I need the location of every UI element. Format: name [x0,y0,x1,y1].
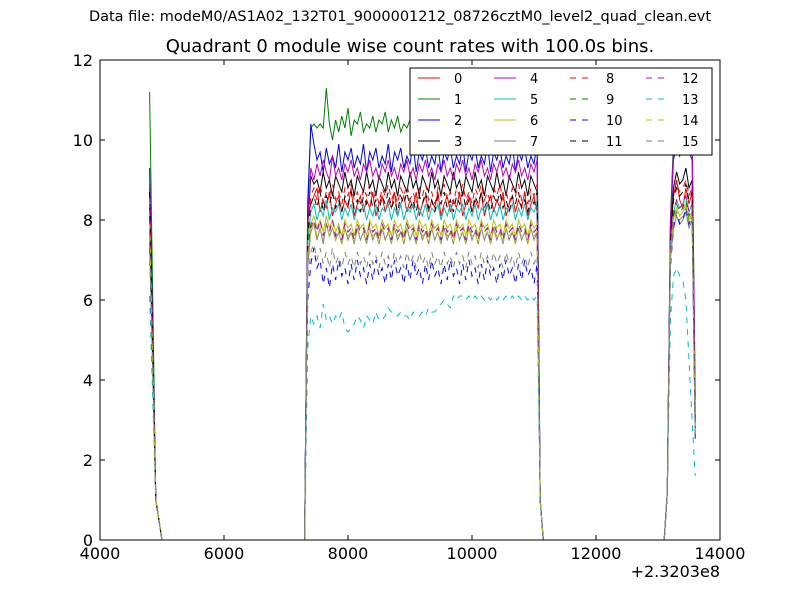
y-tick-label: 10 [73,131,93,150]
legend-label-11: 11 [606,135,623,150]
legend-label-1: 1 [454,93,462,108]
legend-label-14: 14 [682,114,699,129]
series-line-3 [304,171,544,540]
series-line-15 [304,242,544,540]
legend-label-3: 3 [454,135,462,150]
y-tick-label: 2 [83,451,93,470]
x-tick-label: 4000 [80,544,121,563]
series-line-12 [304,218,544,540]
series-line-7 [663,210,696,540]
x-tick-label: 14000 [695,544,746,563]
series-line-11 [663,182,696,540]
chart-title: Quadrant 0 module wise count rates with … [165,36,655,57]
y-tick-label: 0 [83,531,93,550]
legend-label-4: 4 [530,72,538,87]
x-tick-label: 12000 [571,544,622,563]
figure-suptitle: Data file: modeM0/AS1A02_132T01_90000012… [88,9,712,25]
series-line-10 [304,247,544,540]
series-line-4 [663,107,696,540]
series-line-5 [304,199,544,540]
series-line-11 [304,191,544,540]
x-tick-label: 10000 [447,544,498,563]
legend-label-15: 15 [682,135,699,150]
y-tick-label: 4 [83,371,93,390]
legend-label-5: 5 [530,93,538,108]
legend-label-2: 2 [454,114,462,129]
series-line-6 [304,214,544,540]
series-line-8 [304,183,544,540]
x-tick-label: 6000 [204,544,245,563]
legend-label-7: 7 [530,135,538,150]
series-line-13 [304,294,544,540]
y-tick-label: 6 [83,291,93,310]
series-line-0 [304,187,544,540]
series-line-4 [304,155,544,540]
series-line-15 [149,243,163,540]
y-tick-label: 12 [73,51,93,70]
x-offset-label: +2.3203e8 [631,562,720,581]
legend-label-8: 8 [606,72,614,87]
y-tick-label: 8 [83,211,93,230]
series-line-13 [663,266,696,540]
series-lines [149,87,696,540]
series-line-15 [663,206,696,540]
x-tick-label: 8000 [328,544,369,563]
series-line-14 [304,222,544,540]
legend-label-6: 6 [530,114,538,129]
legend-label-13: 13 [682,93,699,108]
legend-label-0: 0 [454,72,462,87]
legend-label-9: 9 [606,93,614,108]
legend-label-10: 10 [606,114,623,129]
legend-label-12: 12 [682,72,699,87]
